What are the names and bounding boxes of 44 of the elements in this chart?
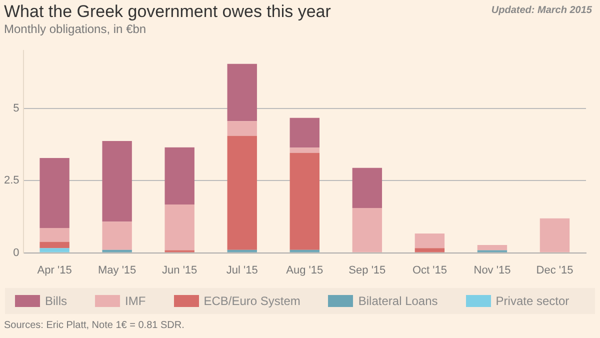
chart-subtitle: Monthly obligations, in €bn	[4, 22, 146, 36]
legend-label: Bilateral Loans	[358, 294, 438, 308]
y-tick-label: 5	[13, 102, 20, 114]
legend-label: Private sector	[496, 294, 570, 308]
legend-label: IMF	[125, 294, 146, 308]
bar	[102, 222, 132, 250]
x-tick-label: Apr '15	[37, 264, 72, 276]
bar	[40, 242, 70, 248]
bar	[164, 147, 194, 205]
x-tick-label: Jul '15	[226, 264, 258, 276]
bar	[414, 248, 445, 252]
bar	[290, 148, 320, 153]
bar	[227, 136, 257, 250]
x-tick-label: Oct '15	[412, 264, 447, 276]
x-tick-label: Sep '15	[348, 264, 386, 276]
bar	[40, 158, 70, 228]
x-tick-label: Dec '15	[536, 264, 574, 276]
y-tick-label: 2.5	[4, 174, 20, 187]
bar	[102, 141, 132, 222]
bar	[227, 250, 257, 252]
x-tick-label: Nov '15	[474, 264, 511, 276]
bar	[414, 233, 445, 248]
bar	[352, 208, 382, 252]
bar	[477, 245, 508, 250]
chart-title: What the Greek government owes this year	[4, 2, 331, 22]
bar	[164, 204, 194, 250]
bar	[290, 152, 320, 250]
bar	[40, 248, 70, 252]
bar	[290, 250, 320, 252]
bar	[352, 168, 382, 208]
bar	[227, 64, 257, 122]
bar	[102, 250, 132, 252]
x-tick-label: May '15	[98, 264, 136, 276]
legend-label: ECB/Euro System	[204, 294, 300, 308]
y-tick-label: 0	[13, 246, 20, 259]
x-tick-label: Jun '15	[162, 264, 198, 276]
bar	[40, 228, 70, 242]
bar	[227, 121, 257, 136]
bar	[540, 218, 570, 252]
bar	[290, 118, 320, 148]
x-tick-label: Aug '15	[286, 264, 324, 276]
text: Updated: March 2015	[491, 5, 592, 16]
legend-label: Bills	[45, 294, 68, 308]
source-note: Sources: Eric Platt, Note 1€ = 0.81 SDR.	[4, 320, 184, 331]
